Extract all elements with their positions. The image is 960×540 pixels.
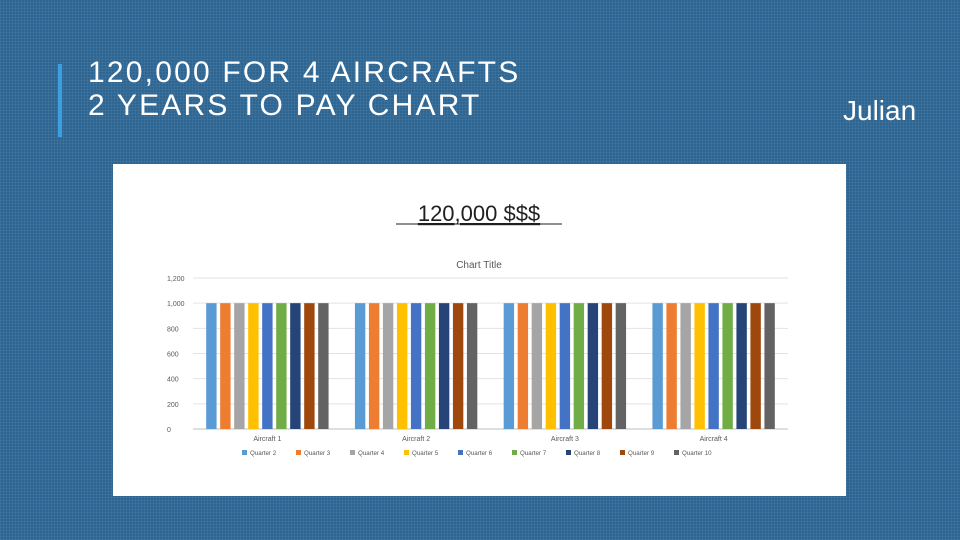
bar (438, 303, 450, 429)
legend-label: Quarter 5 (412, 450, 439, 457)
y-tick-label: 400 (167, 377, 179, 384)
legend-label: Quarter 2 (250, 450, 277, 457)
bar (601, 303, 613, 429)
legend-label: Quarter 7 (520, 450, 547, 457)
title-accent-bar (58, 64, 62, 137)
bar (396, 303, 408, 429)
bar (503, 303, 515, 429)
bar (694, 303, 705, 429)
bar (587, 303, 599, 429)
y-tick-label: 1,200 (167, 276, 185, 283)
bar (382, 303, 394, 429)
bar (206, 303, 217, 429)
bar (304, 303, 315, 429)
bar (318, 303, 329, 429)
legend-swatch (512, 450, 517, 455)
bar (666, 303, 677, 429)
chart-title: Chart Title (456, 260, 502, 271)
bar (545, 303, 557, 429)
legend-label: Quarter 4 (358, 450, 385, 457)
bar (722, 303, 733, 429)
legend-label: Quarter 3 (304, 450, 331, 457)
bar (276, 303, 287, 429)
bar (466, 303, 478, 429)
bar (517, 303, 529, 429)
y-tick-label: 0 (167, 427, 171, 434)
bar (452, 303, 464, 429)
chart-legend: Quarter 2 Quarter 3 Quarter 4 Quarter 5 Quar… (242, 450, 712, 457)
x-tick-label: Aircraft 1 (253, 436, 281, 443)
bar (248, 303, 259, 429)
y-tick-label: 800 (167, 326, 179, 333)
bar (354, 303, 366, 429)
bar (262, 303, 273, 429)
y-tick-label: 600 (167, 352, 179, 359)
chart-heading: 120,000 $$$ (418, 201, 540, 226)
slide-title: 120,000 FOR 4 AIRCRAFTS 2 YEARS TO PAY C… (88, 56, 520, 122)
x-tick-label: Aircraft 2 (402, 436, 430, 443)
legend-label: Quarter 8 (574, 450, 601, 457)
legend-swatch (296, 450, 301, 455)
legend-label: Quarter 9 (628, 450, 655, 457)
y-axis: 0 200 400 600 800 1,000 1,200 (167, 276, 185, 434)
bar (559, 303, 571, 429)
bar (531, 303, 543, 429)
slide-title-line-1: 120,000 FOR 4 AIRCRAFTS (88, 56, 521, 89)
bar (220, 303, 231, 429)
x-tick-label: Aircraft 3 (551, 436, 579, 443)
legend-label: Quarter 6 (466, 450, 493, 457)
bar-chart: 120,000 $$$ Chart Title 0 200 400 600 800 1,0… (167, 201, 788, 457)
bar (736, 303, 747, 429)
bar (234, 303, 245, 429)
bar (368, 303, 380, 429)
bar (652, 303, 663, 429)
chart-bars (206, 303, 775, 429)
bar (424, 303, 436, 429)
author-name: Julian (843, 95, 917, 126)
chart-image: 120,000 $$$ Chart Title 0 200 400 600 800 1,0… (113, 164, 846, 496)
bar (750, 303, 761, 429)
legend-label: Quarter 10 (682, 450, 712, 457)
x-tick-label: Aircraft 4 (700, 436, 728, 443)
slide-title-line-2: 2 YEARS TO PAY CHART (88, 89, 482, 122)
legend-swatch (404, 450, 409, 455)
bar (410, 303, 422, 429)
bar (573, 303, 585, 429)
x-axis: Aircraft 1 Aircraft 2 Aircraft 3 Aircraft 4 (253, 436, 727, 443)
legend-swatch (242, 450, 247, 455)
bar (708, 303, 719, 429)
y-tick-label: 1,000 (167, 301, 185, 308)
bar (290, 303, 301, 429)
bar (680, 303, 691, 429)
legend-swatch (674, 450, 679, 455)
legend-swatch (620, 450, 625, 455)
legend-swatch (566, 450, 571, 455)
bar (615, 303, 627, 429)
bar (764, 303, 775, 429)
legend-swatch (458, 450, 463, 455)
y-tick-label: 200 (167, 402, 179, 409)
legend-swatch (350, 450, 355, 455)
